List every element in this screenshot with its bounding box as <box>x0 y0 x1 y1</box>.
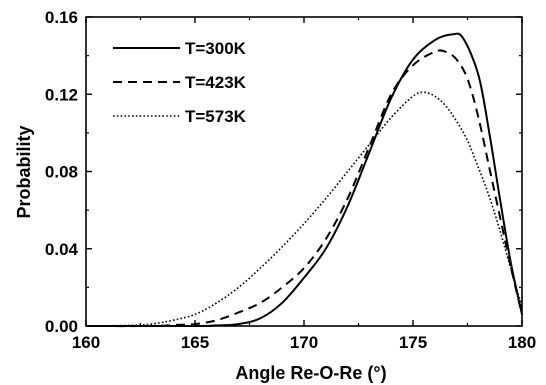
y-tick-label: 0.12 <box>45 85 78 104</box>
series-line-t-423k <box>85 49 523 328</box>
axis-ticks <box>85 16 523 327</box>
series-line-t-300k <box>85 32 523 328</box>
y-axis-title: Probability <box>14 125 34 218</box>
x-axis-title: Angle Re-O-Re (°) <box>235 363 386 383</box>
y-tick-label: 0.16 <box>45 8 78 27</box>
y-tick-label: 0.00 <box>45 317 78 336</box>
legend-label: T=423K <box>185 73 247 92</box>
x-tick-label: 160 <box>72 333 100 352</box>
tick-labels: 160 165 170 175 180 0.00 0.04 0.08 0.12 0.16 <box>45 8 536 352</box>
y-tick-label: 0.08 <box>45 163 78 182</box>
legend: T=300K T=423K T=573K <box>113 39 247 126</box>
x-tick-label: 180 <box>508 333 536 352</box>
plot-frame <box>85 16 523 327</box>
y-tick-label: 0.04 <box>45 240 79 259</box>
x-tick-label: 165 <box>181 333 209 352</box>
series-line-t-573k <box>85 91 523 327</box>
x-tick-label: 175 <box>399 333 427 352</box>
legend-label: T=300K <box>185 39 247 58</box>
plot-lines <box>85 32 523 328</box>
x-tick-label: 170 <box>290 333 318 352</box>
legend-label: T=573K <box>185 107 247 126</box>
